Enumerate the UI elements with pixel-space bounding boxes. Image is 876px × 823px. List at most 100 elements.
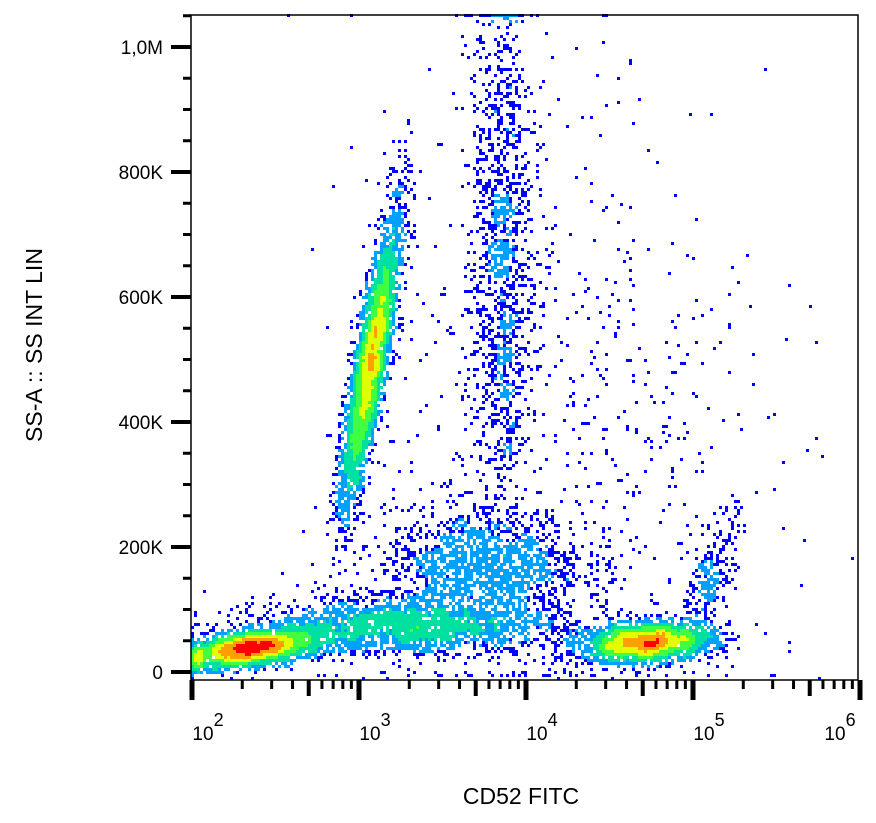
event-dot bbox=[398, 185, 401, 188]
event-dot bbox=[458, 557, 461, 560]
event-dot bbox=[251, 596, 254, 599]
event-dot bbox=[401, 599, 404, 602]
event-dot bbox=[566, 650, 569, 653]
event-dot bbox=[473, 647, 476, 650]
event-dot bbox=[494, 206, 497, 209]
event-dot bbox=[491, 236, 494, 239]
event-dot bbox=[347, 500, 350, 503]
event-dot bbox=[335, 617, 338, 620]
event-dot bbox=[533, 470, 536, 473]
event-dot bbox=[506, 407, 509, 410]
event-dot bbox=[707, 596, 710, 599]
event-dot bbox=[701, 314, 704, 317]
event-dot bbox=[410, 644, 413, 647]
event-dot bbox=[767, 416, 770, 419]
event-dot bbox=[491, 146, 494, 149]
event-dot bbox=[698, 623, 701, 626]
event-dot bbox=[587, 632, 590, 635]
event-dot bbox=[503, 362, 506, 365]
event-dot bbox=[359, 323, 362, 326]
event-dot bbox=[416, 638, 419, 641]
event-dot bbox=[470, 527, 473, 530]
event-dot bbox=[521, 641, 524, 644]
event-dot bbox=[509, 530, 512, 533]
event-dot bbox=[689, 533, 692, 536]
event-dot bbox=[347, 512, 350, 515]
event-dot bbox=[461, 638, 464, 641]
event-dot bbox=[566, 620, 569, 623]
event-dot bbox=[491, 362, 494, 365]
event-dot bbox=[359, 632, 362, 635]
event-dot bbox=[530, 560, 533, 563]
event-dot bbox=[509, 188, 512, 191]
event-dot bbox=[383, 251, 386, 254]
event-dot bbox=[266, 629, 269, 632]
event-dot bbox=[524, 167, 527, 170]
event-dot bbox=[728, 620, 731, 623]
event-dot bbox=[470, 77, 473, 80]
event-dot bbox=[488, 263, 491, 266]
event-dot bbox=[476, 206, 479, 209]
event-dot bbox=[401, 614, 404, 617]
event-dot bbox=[506, 602, 509, 605]
event-dot bbox=[395, 233, 398, 236]
event-dot bbox=[425, 578, 428, 581]
event-dot bbox=[587, 626, 590, 629]
event-dot bbox=[392, 257, 395, 260]
event-dot bbox=[443, 557, 446, 560]
event-dot bbox=[341, 497, 344, 500]
event-dot bbox=[722, 584, 725, 587]
event-dot bbox=[347, 527, 350, 530]
event-dot bbox=[542, 644, 545, 647]
event-dot bbox=[539, 578, 542, 581]
event-dot bbox=[512, 572, 515, 575]
event-dot bbox=[569, 635, 572, 638]
event-dot bbox=[698, 590, 701, 593]
event-dot bbox=[647, 149, 650, 152]
event-dot bbox=[578, 575, 581, 578]
event-dot bbox=[500, 632, 503, 635]
event-dot bbox=[335, 473, 338, 476]
event-dot bbox=[716, 581, 719, 584]
event-dot bbox=[395, 647, 398, 650]
event-dot bbox=[512, 425, 515, 428]
event-dot bbox=[494, 356, 497, 359]
event-dot bbox=[491, 104, 494, 107]
event-dot bbox=[494, 239, 497, 242]
event-dot bbox=[467, 584, 470, 587]
event-dot bbox=[389, 344, 392, 347]
event-dot bbox=[731, 563, 734, 566]
event-dot bbox=[407, 590, 410, 593]
event-dot bbox=[422, 596, 425, 599]
event-dot bbox=[494, 254, 497, 257]
event-dot bbox=[479, 632, 482, 635]
event-dot bbox=[518, 50, 521, 53]
event-dot bbox=[398, 140, 401, 143]
event-dot bbox=[635, 401, 638, 404]
event-dot bbox=[494, 398, 497, 401]
event-dot bbox=[437, 659, 440, 662]
event-dot bbox=[542, 674, 545, 677]
event-dot bbox=[470, 242, 473, 245]
event-dot bbox=[509, 341, 512, 344]
event-dot bbox=[332, 617, 335, 620]
event-dot bbox=[500, 650, 503, 653]
event-dot bbox=[476, 107, 479, 110]
event-dot bbox=[500, 383, 503, 386]
event-dot bbox=[404, 188, 407, 191]
event-dot bbox=[692, 392, 695, 395]
event-dot bbox=[674, 326, 677, 329]
event-dot bbox=[479, 563, 482, 566]
event-dot bbox=[377, 428, 380, 431]
event-dot bbox=[365, 629, 368, 632]
event-dot bbox=[368, 434, 371, 437]
event-dot bbox=[737, 647, 740, 650]
event-dot bbox=[431, 512, 434, 515]
event-dot bbox=[722, 419, 725, 422]
event-dot bbox=[485, 641, 488, 644]
event-dot bbox=[713, 563, 716, 566]
event-dot bbox=[515, 191, 518, 194]
event-dot bbox=[500, 392, 503, 395]
event-dot bbox=[506, 194, 509, 197]
event-dot bbox=[473, 599, 476, 602]
